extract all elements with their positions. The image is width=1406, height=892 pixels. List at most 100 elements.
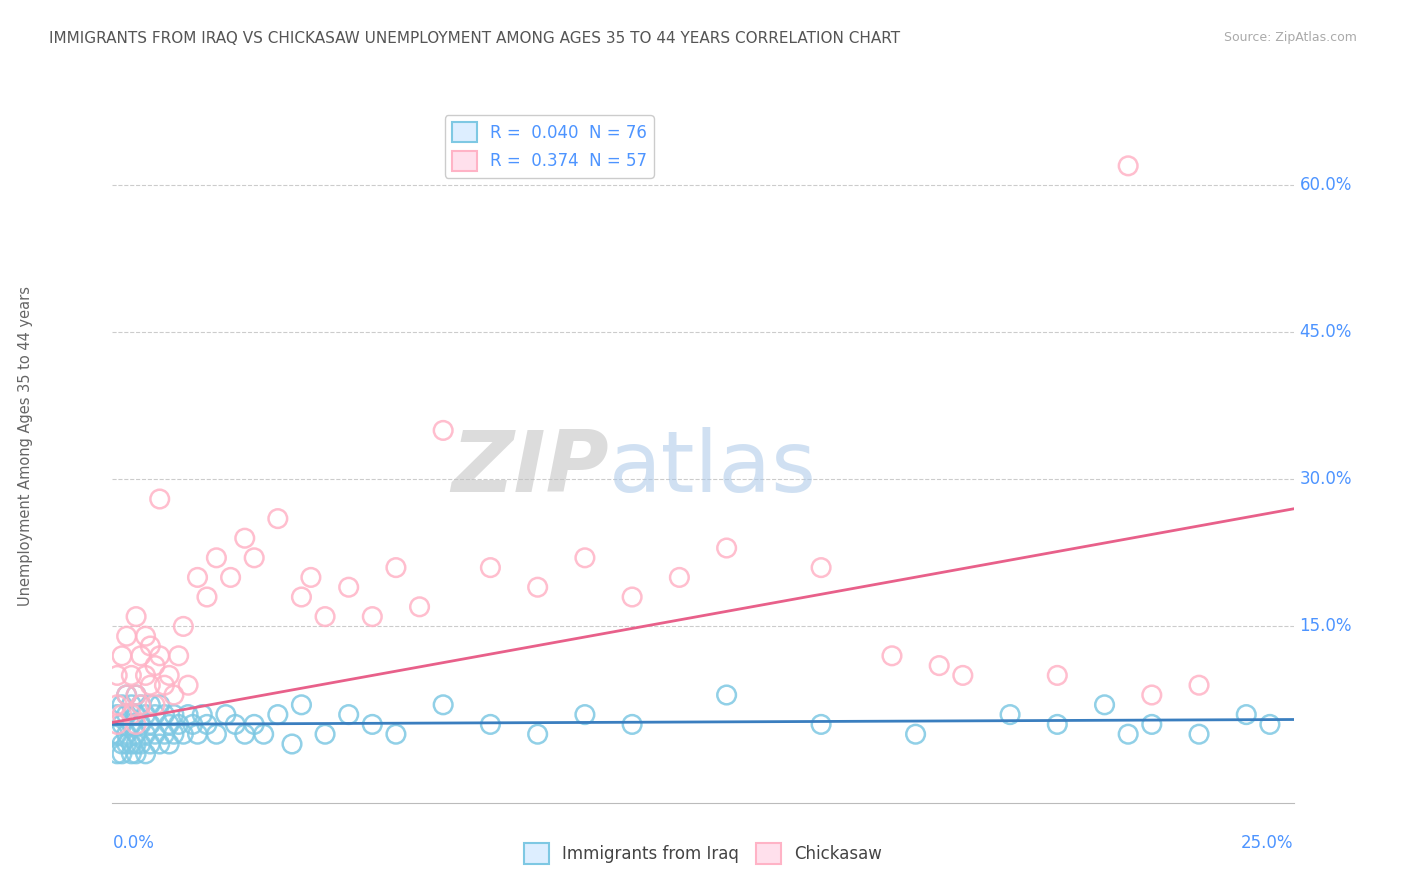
Point [111, 707, 134, 722]
Point [129, 698, 152, 712]
Point [1140, 717, 1163, 731]
Point [143, 707, 166, 722]
Point [432, 698, 454, 712]
Point [163, 727, 186, 741]
Point [125, 688, 148, 702]
Point [153, 707, 176, 722]
Point [621, 717, 644, 731]
Text: 0.0%: 0.0% [112, 834, 155, 852]
Point [290, 698, 312, 712]
Point [101, 727, 124, 741]
Point [139, 678, 162, 692]
Point [125, 688, 148, 702]
Point [105, 717, 128, 731]
Point [668, 570, 690, 584]
Point [281, 737, 304, 751]
Text: 60.0%: 60.0% [1299, 177, 1351, 194]
Point [135, 629, 157, 643]
Legend: Immigrants from Iraq, Chickasaw: Immigrants from Iraq, Chickasaw [517, 837, 889, 871]
Text: 15.0%: 15.0% [1299, 617, 1353, 635]
Point [224, 717, 246, 731]
Point [408, 599, 430, 614]
Point [952, 668, 974, 682]
Point [1046, 717, 1069, 731]
Point [314, 609, 336, 624]
Point [115, 688, 138, 702]
Point [526, 580, 548, 594]
Point [105, 698, 128, 712]
Point [157, 717, 180, 731]
Point [111, 698, 134, 712]
Text: 30.0%: 30.0% [1299, 470, 1353, 489]
Point [111, 648, 134, 663]
Point [1116, 727, 1139, 741]
Point [157, 668, 180, 682]
Point [135, 707, 157, 722]
Point [120, 747, 142, 761]
Point [125, 707, 148, 722]
Point [125, 717, 148, 731]
Point [139, 717, 162, 731]
Point [149, 648, 172, 663]
Text: IMMIGRANTS FROM IRAQ VS CHICKASAW UNEMPLOYMENT AMONG AGES 35 TO 44 YEARS CORRELA: IMMIGRANTS FROM IRAQ VS CHICKASAW UNEMPL… [49, 31, 900, 46]
Point [115, 707, 138, 722]
Point [153, 727, 176, 741]
Point [111, 717, 134, 731]
Point [574, 550, 596, 565]
Point [143, 698, 166, 712]
Point [432, 424, 454, 438]
Point [120, 698, 142, 712]
Point [233, 531, 256, 545]
Point [153, 678, 176, 692]
Point [163, 707, 186, 722]
Point [337, 707, 360, 722]
Point [139, 737, 162, 751]
Point [810, 560, 832, 574]
Point [337, 580, 360, 594]
Point [361, 609, 384, 624]
Text: 25.0%: 25.0% [1241, 834, 1294, 852]
Point [105, 747, 128, 761]
Point [1258, 717, 1281, 731]
Point [219, 570, 242, 584]
Point [880, 648, 903, 663]
Point [526, 727, 548, 741]
Point [186, 727, 208, 741]
Point [163, 688, 186, 702]
Point [479, 560, 502, 574]
Point [191, 707, 214, 722]
Point [243, 550, 266, 565]
Point [167, 717, 190, 731]
Point [120, 707, 142, 722]
Point [115, 629, 138, 643]
Point [111, 737, 134, 751]
Point [998, 707, 1021, 722]
Point [177, 707, 200, 722]
Point [135, 747, 157, 761]
Point [143, 727, 166, 741]
Point [1046, 668, 1069, 682]
Point [120, 668, 142, 682]
Point [195, 590, 218, 604]
Point [195, 717, 218, 731]
Point [157, 737, 180, 751]
Point [139, 698, 162, 712]
Point [205, 727, 228, 741]
Point [1140, 688, 1163, 702]
Point [129, 717, 152, 731]
Point [186, 570, 208, 584]
Point [479, 717, 502, 731]
Point [105, 727, 128, 741]
Point [149, 491, 172, 506]
Point [143, 658, 166, 673]
Point [299, 570, 322, 584]
Point [135, 727, 157, 741]
Point [120, 737, 142, 751]
Point [181, 717, 204, 731]
Point [115, 688, 138, 702]
Point [1094, 698, 1116, 712]
Point [172, 619, 194, 633]
Point [904, 727, 927, 741]
Point [253, 727, 276, 741]
Point [233, 727, 256, 741]
